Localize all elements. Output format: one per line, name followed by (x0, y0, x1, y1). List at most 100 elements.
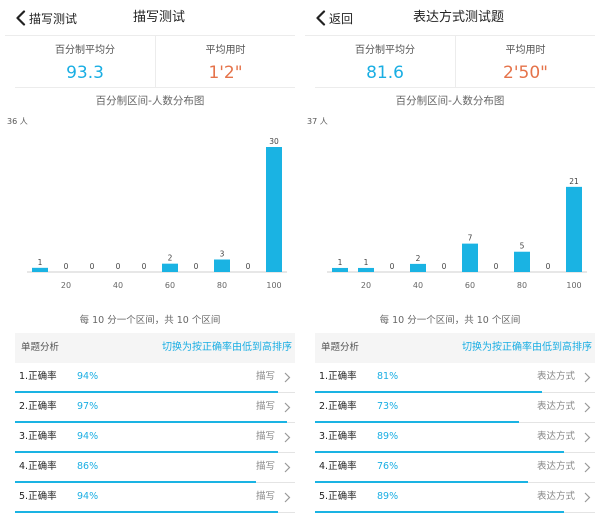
chevron-right-icon (584, 372, 591, 383)
accuracy-bar (15, 421, 287, 423)
question-accuracy: 94% (77, 371, 99, 382)
back-label: 返回 (329, 11, 354, 26)
average-time-stat: 平均用时 1'2" (155, 36, 295, 88)
analysis-label: 单题分析 (321, 342, 360, 353)
bar-value-label: 0 (90, 262, 95, 271)
nav-bar: 返回 表达方式测试题 (305, 0, 595, 36)
average-time-value: 1'2" (208, 63, 243, 83)
average-score-stat: 百分制平均分 81.6 (315, 36, 455, 88)
chart-bar (358, 267, 374, 272)
bar-value-label: 0 (142, 262, 147, 271)
question-list: 1.正确率 94% 描写 2.正确率 97% 描写 3.正确率 94% 描写 4… (15, 363, 295, 513)
average-score-stat: 百分制平均分 93.3 (15, 36, 155, 88)
back-label: 描写测试 (29, 11, 78, 26)
bar-value-label: 5 (520, 242, 525, 251)
page-title: 描写测试 (133, 10, 186, 25)
report-panel-describe: 描写测试 描写测试 百分制平均分 93.3 平均用时 1'2" 百分制区间-人数… (5, 0, 295, 524)
average-time-value: 2'50" (503, 63, 548, 83)
question-row[interactable]: 3.正确率 89% 表达方式 (315, 423, 595, 453)
back-button[interactable]: 描写测试 (15, 0, 77, 36)
chevron-right-icon (584, 432, 591, 443)
average-score-label: 百分制平均分 (355, 45, 415, 56)
question-accuracy: 73% (377, 401, 399, 412)
question-row[interactable]: 2.正确率 73% 表达方式 (315, 393, 595, 423)
bar-value-label: 3 (220, 250, 225, 259)
x-tick-label: 20 (61, 281, 71, 290)
back-button[interactable]: 返回 (315, 0, 353, 36)
bar-value-label: 0 (116, 262, 121, 271)
question-label: 2.正确率 (19, 401, 57, 412)
sort-toggle-link[interactable]: 切换为按正确率由低到高排序 (462, 342, 592, 353)
chevron-left-icon (16, 10, 26, 26)
bar-value-label: 0 (390, 262, 395, 271)
question-label: 3.正确率 (319, 431, 357, 442)
bar-value-label: 21 (569, 177, 579, 186)
question-category: 描写 (255, 461, 275, 472)
bar-value-label: 0 (546, 262, 551, 271)
question-row[interactable]: 4.正确率 86% 描写 (15, 453, 295, 483)
question-category: 表达方式 (536, 401, 575, 412)
question-label: 5.正确率 (319, 491, 357, 502)
analysis-header: 单题分析 切换为按正确率由低到高排序 (15, 333, 295, 363)
chart-bar (566, 186, 582, 272)
question-accuracy: 97% (77, 401, 99, 412)
bar-value-label: 0 (246, 262, 251, 271)
chart-title: 百分制区间-人数分布图 (395, 95, 505, 107)
question-row[interactable]: 2.正确率 97% 描写 (15, 393, 295, 423)
bar-value-label: 0 (494, 262, 499, 271)
average-score-label: 百分制平均分 (55, 45, 115, 56)
chart-note: 每 10 分一个区间，共 10 个区间 (79, 315, 221, 326)
accuracy-bar (315, 481, 528, 483)
question-accuracy: 76% (377, 461, 399, 472)
question-label: 2.正确率 (319, 401, 357, 412)
report-panel-expression: 返回 表达方式测试题 百分制平均分 81.6 平均用时 2'50" 百分制区间-… (305, 0, 595, 524)
x-tick-label: 60 (165, 281, 175, 290)
accuracy-bar (15, 481, 256, 483)
x-tick-label: 100 (266, 281, 281, 290)
question-row[interactable]: 3.正确率 94% 描写 (15, 423, 295, 453)
chart-bar (266, 147, 282, 272)
bar-value-label: 0 (194, 262, 199, 271)
question-category: 表达方式 (536, 491, 575, 502)
analysis-header: 单题分析 切换为按正确率由低到高排序 (315, 333, 595, 363)
question-row[interactable]: 4.正确率 76% 表达方式 (315, 453, 595, 483)
x-tick-label: 80 (517, 281, 527, 290)
sort-toggle-link[interactable]: 切换为按正确率由低到高排序 (162, 342, 292, 353)
average-time-label: 平均用时 (205, 45, 246, 56)
chart-bar (514, 251, 530, 272)
chart-note: 每 10 分一个区间，共 10 个区间 (379, 315, 521, 326)
average-time-label: 平均用时 (505, 45, 546, 56)
question-accuracy: 81% (377, 371, 399, 382)
chart-bar (32, 267, 48, 272)
question-category: 表达方式 (536, 371, 575, 382)
accuracy-bar (315, 391, 542, 393)
chevron-right-icon (284, 492, 291, 503)
accuracy-bar (315, 421, 520, 423)
accuracy-bar (15, 391, 279, 393)
question-row[interactable]: 1.正确率 94% 描写 (15, 363, 295, 393)
question-label: 1.正确率 (19, 371, 57, 382)
x-tick-label: 40 (413, 281, 423, 290)
question-row[interactable]: 5.正确率 89% 表达方式 (315, 483, 595, 513)
nav-bar: 描写测试 描写测试 (5, 0, 295, 36)
bar-value-label: 2 (168, 254, 173, 263)
accuracy-bar (15, 511, 279, 513)
question-accuracy: 86% (77, 461, 99, 472)
bar-value-label: 0 (64, 262, 69, 271)
bar-value-label: 30 (269, 137, 279, 146)
y-max-label: 36 人 (7, 117, 28, 126)
question-label: 5.正确率 (19, 491, 57, 502)
question-row[interactable]: 5.正确率 94% 描写 (15, 483, 295, 513)
page-title: 表达方式测试题 (413, 10, 505, 25)
chart-title: 百分制区间-人数分布图 (95, 95, 205, 107)
chevron-right-icon (284, 432, 291, 443)
accuracy-bar (315, 511, 565, 513)
bar-value-label: 7 (468, 234, 473, 243)
question-row[interactable]: 1.正确率 81% 表达方式 (315, 363, 595, 393)
bar-value-label: 1 (338, 258, 343, 267)
question-list: 1.正确率 81% 表达方式 2.正确率 73% 表达方式 3.正确率 89% … (315, 363, 595, 513)
bar-value-label: 2 (416, 254, 421, 263)
question-label: 4.正确率 (19, 461, 57, 472)
